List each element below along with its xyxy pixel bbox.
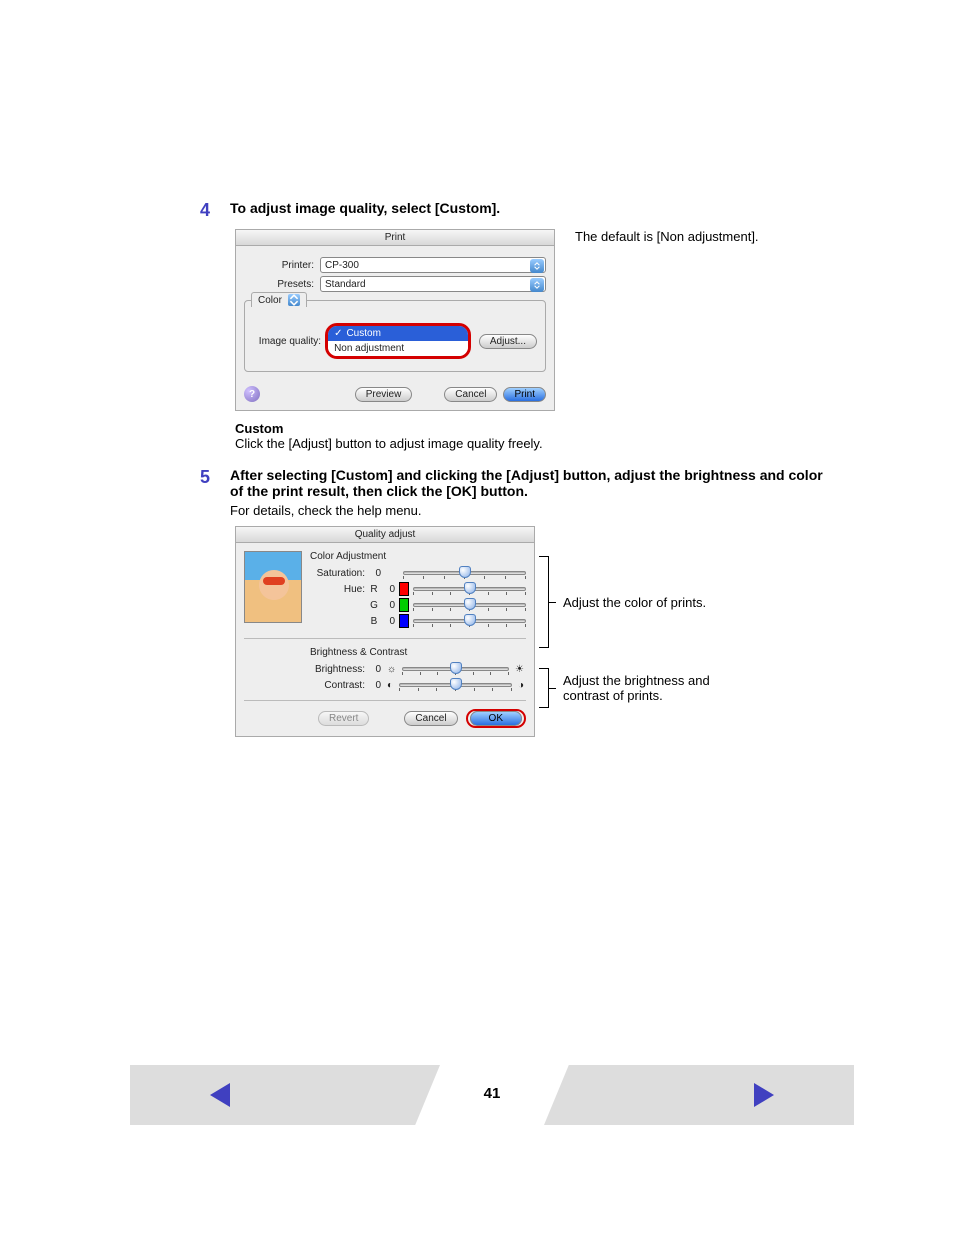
printer-value: CP-300: [325, 260, 359, 271]
swatch-red: [399, 582, 409, 596]
step4-title: To adjust image quality, select [Custom]…: [230, 200, 824, 216]
callout-default-text: The default is [Non adjustment].: [575, 229, 759, 244]
quality-adjust-dialog: Quality adjust Color Adjustment Saturati…: [235, 526, 535, 737]
hue-b-slider[interactable]: [413, 614, 526, 628]
step-number-4: 4: [200, 200, 230, 221]
sun-small-icon: ☼: [387, 664, 396, 675]
hue-g-slider[interactable]: [413, 598, 526, 612]
presets-combo[interactable]: Standard: [320, 276, 546, 292]
qa-cancel-button[interactable]: Cancel: [404, 711, 457, 726]
saturation-label: Saturation:: [310, 568, 365, 579]
revert-button[interactable]: Revert: [318, 711, 369, 726]
ok-highlight-ring: OK: [466, 709, 526, 728]
callout-adjust-color: Adjust the color of prints.: [563, 556, 713, 648]
chevron-updown-icon: [530, 259, 544, 273]
footer-bg-right: [544, 1065, 854, 1125]
cancel-button[interactable]: Cancel: [444, 387, 497, 402]
presets-value: Standard: [325, 279, 366, 290]
saturation-slider[interactable]: [403, 566, 526, 580]
print-dialog-title: Print: [236, 230, 554, 246]
printer-combo[interactable]: CP-300: [320, 257, 546, 273]
step5-text: For details, check the help menu.: [230, 503, 824, 518]
swatch-blue: [399, 614, 409, 628]
step5-title: After selecting [Custom] and clicking th…: [230, 467, 824, 499]
quality-dialog-title: Quality adjust: [236, 527, 534, 543]
bracket-bc: [539, 668, 549, 708]
image-quality-dropdown[interactable]: ✓ Custom Non adjustment: [325, 323, 471, 359]
custom-description: Click the [Adjust] button to adjust imag…: [235, 436, 824, 451]
print-dialog: Print Printer: CP-300 Presets: Standard: [235, 229, 555, 411]
contrast-high-icon: ◑: [518, 680, 524, 691]
saturation-value: 0: [369, 568, 381, 579]
printer-label: Printer:: [244, 260, 314, 271]
contrast-slider[interactable]: [399, 678, 512, 692]
brightness-slider-row: Brightness: 0 ☼ ☀: [310, 662, 526, 676]
sun-large-icon: ☀: [515, 664, 524, 675]
footer-bg-left: [130, 1065, 440, 1125]
presets-label: Presets:: [244, 279, 314, 290]
dropdown-item-label: Custom: [346, 328, 380, 339]
next-page-icon[interactable]: [754, 1083, 774, 1107]
chevron-updown-icon: [288, 294, 300, 306]
callout-adjust-bc: Adjust the brightness and contrast of pr…: [563, 668, 733, 708]
dropdown-item-nonadjustment[interactable]: Non adjustment: [328, 341, 468, 356]
channel-g: G: [369, 600, 379, 611]
custom-heading: Custom: [235, 421, 824, 436]
hue-b-slider-row: B 0: [310, 614, 526, 628]
hue-r-value: 0: [383, 584, 395, 595]
ok-button[interactable]: OK: [470, 711, 522, 726]
step-number-5: 5: [200, 467, 230, 488]
contrast-slider-row: Contrast: 0 ◐ ◑: [310, 678, 526, 692]
chevron-updown-icon: [530, 278, 544, 292]
swatch-green: [399, 598, 409, 612]
channel-b: B: [369, 616, 379, 627]
channel-r: R: [369, 584, 379, 595]
page-footer: 41: [130, 1065, 854, 1125]
contrast-low-icon: ◐: [387, 680, 393, 691]
color-tab-label: Color: [258, 295, 282, 306]
image-quality-label: Image quality:: [253, 336, 321, 347]
hue-r-slider[interactable]: [413, 582, 526, 596]
print-button[interactable]: Print: [503, 387, 546, 402]
brightness-contrast-heading: Brightness & Contrast: [310, 647, 526, 658]
hue-label: Hue:: [310, 584, 365, 595]
saturation-slider-row: Saturation: 0: [310, 566, 526, 580]
color-adjustment-heading: Color Adjustment: [310, 551, 526, 562]
contrast-label: Contrast:: [310, 680, 365, 691]
preview-thumbnail: [244, 551, 302, 623]
help-icon[interactable]: ?: [244, 386, 260, 402]
contrast-value: 0: [369, 680, 381, 691]
color-tab[interactable]: Color: [251, 292, 307, 307]
hue-r-slider-row: Hue: R 0: [310, 582, 526, 596]
preview-button[interactable]: Preview: [355, 387, 413, 402]
brightness-value: 0: [369, 664, 381, 675]
hue-g-slider-row: G 0: [310, 598, 526, 612]
page-number: 41: [484, 1085, 501, 1102]
brightness-slider[interactable]: [402, 662, 509, 676]
hue-b-value: 0: [383, 616, 395, 627]
check-icon: ✓: [334, 328, 342, 339]
hue-g-value: 0: [383, 600, 395, 611]
brightness-label: Brightness:: [310, 664, 365, 675]
dropdown-item-custom[interactable]: ✓ Custom: [328, 326, 468, 341]
adjust-button[interactable]: Adjust...: [479, 334, 537, 349]
bracket-color: [539, 556, 549, 648]
prev-page-icon[interactable]: [210, 1083, 230, 1107]
